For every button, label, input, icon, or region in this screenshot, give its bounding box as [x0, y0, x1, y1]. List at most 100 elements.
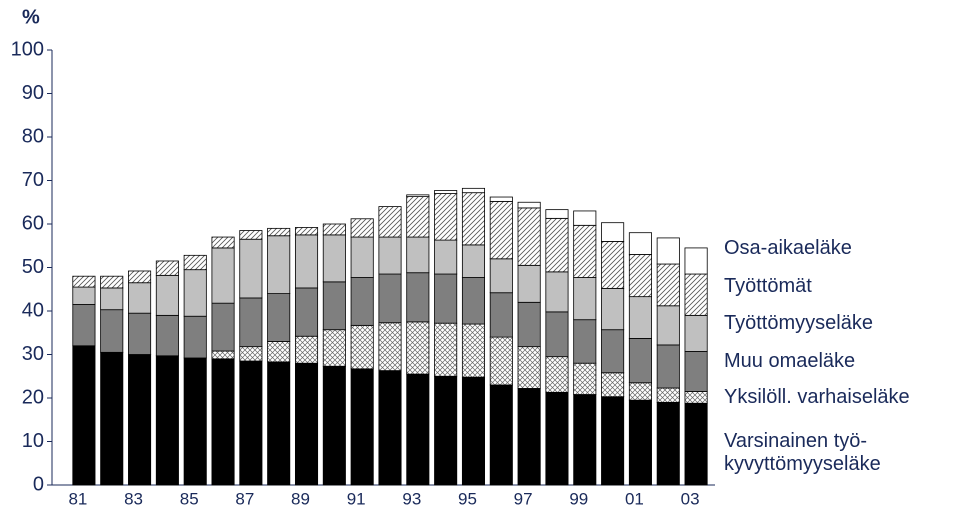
bar-segment: [684, 273, 708, 316]
bar-segment: [100, 287, 124, 311]
bar-segment: [434, 193, 458, 241]
x-tick-label: 95: [458, 489, 477, 508]
y-tick-label: 30: [22, 343, 44, 365]
bar-segment: [601, 329, 625, 374]
bar-segment: [601, 222, 625, 242]
y-tick-label: 90: [22, 82, 44, 104]
bar-segment: [239, 238, 263, 299]
bar-segment: [573, 394, 597, 486]
x-tick-label: 97: [514, 489, 533, 508]
x-tick-label: 83: [124, 489, 143, 508]
bar-segment: [406, 321, 430, 375]
y-tick-label: 10: [22, 430, 44, 452]
bar-segment: [656, 263, 680, 307]
bar-segment: [239, 297, 263, 348]
bar-segment: [267, 361, 291, 486]
bar-segment: [656, 305, 680, 346]
y-tick-label: 20: [22, 386, 44, 408]
bar-segment: [406, 272, 430, 323]
legend-entry: Osa-aikaeläke: [724, 237, 852, 259]
legend-entry: Työttömyyseläke: [724, 312, 873, 334]
bar-segment: [517, 264, 541, 303]
bar-segment: [378, 370, 402, 486]
bar-segment: [155, 314, 179, 357]
bar-segment: [573, 319, 597, 364]
bar-segment: [434, 375, 458, 486]
bar-segment: [100, 351, 124, 486]
bar-segment: [573, 224, 597, 278]
bar-segment: [601, 287, 625, 331]
bar-segment: [128, 270, 152, 284]
legend-entry: Työttömät: [724, 275, 812, 297]
bar-segment: [545, 311, 569, 358]
y-unit: %: [22, 6, 40, 28]
bar-segment: [573, 277, 597, 321]
bar-segment: [239, 230, 263, 240]
bar-segment: [72, 275, 96, 288]
bar-segment: [350, 368, 374, 486]
x-tick-label: 91: [347, 489, 366, 508]
bar-segment: [267, 227, 291, 237]
bar-segment: [72, 345, 96, 486]
bar-segment: [267, 235, 291, 294]
bar-segment: [294, 234, 319, 289]
bar-segment: [461, 187, 486, 194]
legend-entry: Varsinainen työ- kyvyttömyyseläke: [724, 430, 881, 475]
bar-segment: [350, 324, 374, 370]
bar-segment: [489, 384, 513, 486]
bar-segment: [211, 358, 235, 486]
bar-segment: [239, 346, 263, 362]
y-tick-label: 50: [22, 256, 44, 278]
x-tick-label: 87: [235, 489, 254, 508]
bar-segment: [183, 269, 207, 317]
bar-segment: [684, 351, 708, 392]
bar-segment: [628, 254, 652, 298]
bar-segment: [322, 365, 346, 486]
bar-segment: [628, 382, 652, 401]
y-tick-label: 100: [11, 38, 44, 60]
bar-segment: [434, 190, 458, 194]
x-tick-label: 01: [625, 489, 644, 508]
bar-segment: [406, 194, 430, 197]
bar-segment: [155, 274, 179, 316]
bar-segment: [434, 322, 458, 377]
y-tick-label: 0: [33, 473, 44, 495]
x-tick-label: 85: [180, 489, 199, 508]
bar-segment: [545, 356, 569, 393]
bar-segment: [517, 301, 541, 348]
bar-segment: [322, 223, 346, 236]
bar-segment: [461, 244, 486, 278]
y-tick-label: 40: [22, 299, 44, 321]
bar-segment: [628, 232, 652, 255]
legend-entry: Yksilöll. varhaiseläke: [724, 386, 910, 408]
y-tick-label: 70: [22, 169, 44, 191]
bar-segment: [294, 287, 319, 337]
bar-segment: [489, 200, 513, 260]
bar-segment: [72, 304, 96, 347]
bar-segment: [601, 372, 625, 398]
y-tick-label: 80: [22, 125, 44, 147]
bar-segment: [183, 357, 207, 486]
bar-segment: [489, 196, 513, 202]
bar-segment: [461, 277, 486, 325]
y-tick-label: 60: [22, 212, 44, 234]
bar-segment: [211, 302, 235, 352]
bar-segment: [211, 247, 235, 304]
bar-segment: [656, 344, 680, 389]
bar-segment: [267, 341, 291, 363]
x-tick-label: 81: [68, 489, 87, 508]
bar-segment: [128, 354, 152, 486]
bar-segment: [378, 273, 402, 324]
bar-segment: [545, 391, 569, 486]
bar-segment: [128, 312, 152, 355]
bar-segment: [601, 240, 625, 289]
bar-segment: [350, 236, 374, 278]
bar-segment: [100, 275, 124, 289]
x-tick-label: 03: [681, 489, 700, 508]
bar-segment: [322, 281, 346, 331]
bar-segment: [517, 388, 541, 486]
bar-segment: [461, 376, 486, 486]
bar-segment: [267, 293, 291, 342]
